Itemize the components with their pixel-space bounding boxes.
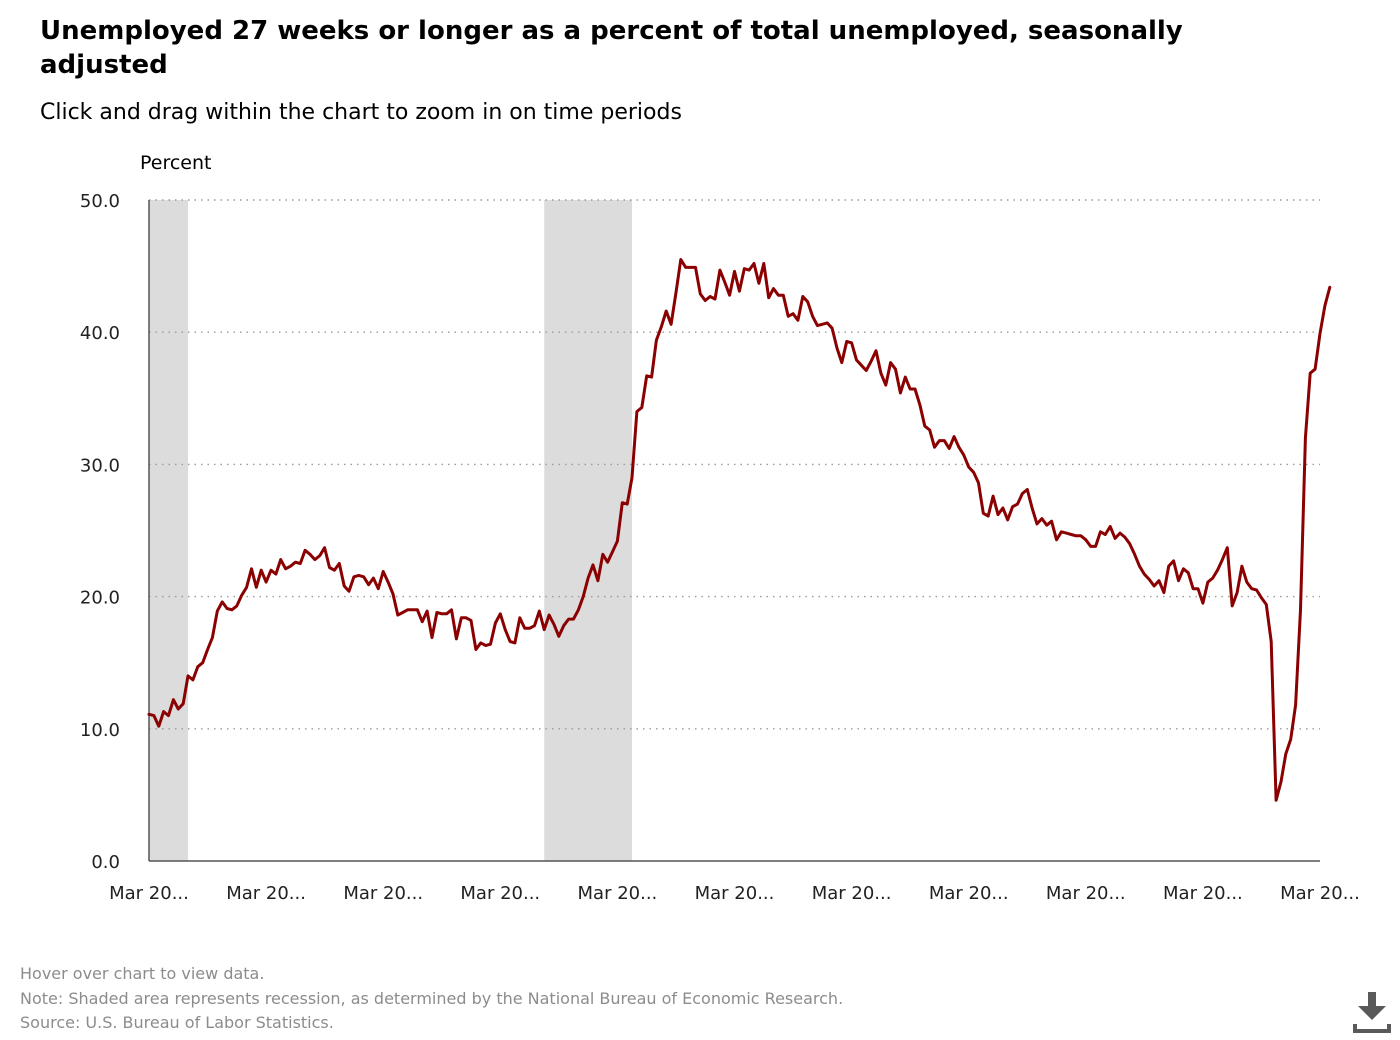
download-icon-glyph xyxy=(1353,992,1391,1033)
x-tick-label: Mar 20... xyxy=(695,883,775,904)
y-tick-label: 40.0 xyxy=(80,323,120,344)
series-line xyxy=(147,258,1332,802)
y-tick-label: 10.0 xyxy=(80,720,120,741)
x-tick-label: Mar 20... xyxy=(1280,883,1360,904)
y-tick-label: 30.0 xyxy=(80,455,120,476)
x-tick-label: Mar 20... xyxy=(812,883,892,904)
chart-subtitle: Click and drag within the chart to zoom … xyxy=(40,100,682,125)
y-tick-label: 50.0 xyxy=(80,191,120,212)
download-icon[interactable] xyxy=(1352,990,1392,1034)
y-tick-label: 0.0 xyxy=(91,852,120,873)
x-tick-label: Mar 20... xyxy=(929,883,1009,904)
source-note: Source: U.S. Bureau of Labor Statistics. xyxy=(20,1013,334,1032)
line-chart[interactable]: Percent 0.0 10.0 20.0 30.0 40.0 50.0 Mar 20..… xyxy=(0,140,1400,920)
x-tick-label: Mar 20... xyxy=(460,883,540,904)
recession-note: Note: Shaded area represents recession, … xyxy=(20,988,844,1008)
x-tick-label: Mar 20... xyxy=(226,883,306,904)
x-tick-label: Mar 20... xyxy=(343,883,423,904)
y-tick-label: 20.0 xyxy=(80,588,120,609)
y-axis-label: Percent xyxy=(140,152,212,174)
x-tick-label: Mar 20... xyxy=(109,883,189,904)
hover-note: Hover over chart to view data. xyxy=(20,964,265,983)
chart-notes: Hover over chart to view data. Note: Sha… xyxy=(20,962,843,1036)
chart-title: Unemployed 27 weeks or longer as a perce… xyxy=(40,16,1183,80)
recession-band xyxy=(149,200,189,861)
x-tick-label: Mar 20... xyxy=(1046,883,1126,904)
x-tick-label: Mar 20... xyxy=(578,883,658,904)
x-tick-label: Mar 20... xyxy=(1163,883,1243,904)
